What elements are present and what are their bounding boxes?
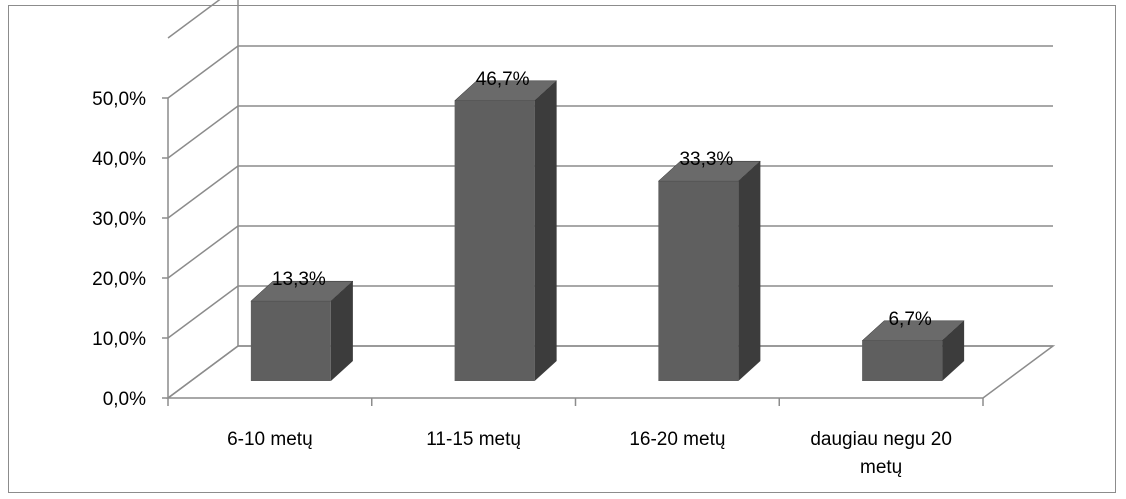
gridline-side [167, 345, 239, 399]
y-tick-label: 0,0% [103, 389, 146, 410]
gridline-side [167, 165, 239, 219]
data-label: 33,3% [679, 149, 733, 170]
gridline-side [167, 45, 239, 99]
data-label: 6,7% [888, 309, 931, 330]
gridline-side [167, 285, 239, 339]
y-tick-label: 20,0% [92, 269, 146, 290]
data-label: 46,7% [476, 69, 530, 90]
x-category-label: 6-10 metų [227, 429, 313, 450]
x-category-label: daugiau negu 20 [810, 429, 952, 450]
y-tick-label: 30,0% [92, 209, 146, 230]
gridline-side [167, 105, 239, 159]
x-category-label: 11-15 metų [426, 429, 521, 450]
y-tick-label: 10,0% [92, 329, 146, 350]
gridline-side [167, 0, 221, 39]
chart-frame [8, 5, 1116, 493]
x-category-label: 16-20 metų [629, 429, 725, 450]
y-tick-label: 40,0% [92, 149, 146, 170]
bar-side [738, 161, 761, 381]
bar-side [330, 281, 353, 381]
bar [454, 100, 535, 382]
data-label: 13,3% [272, 269, 326, 290]
bar [862, 340, 943, 381]
x-category-label: metų [860, 457, 902, 478]
bar [250, 301, 331, 381]
bar [658, 181, 739, 381]
gridline-side [167, 225, 239, 279]
y-tick-label: 50,0% [92, 89, 146, 110]
bar-side [534, 80, 557, 382]
